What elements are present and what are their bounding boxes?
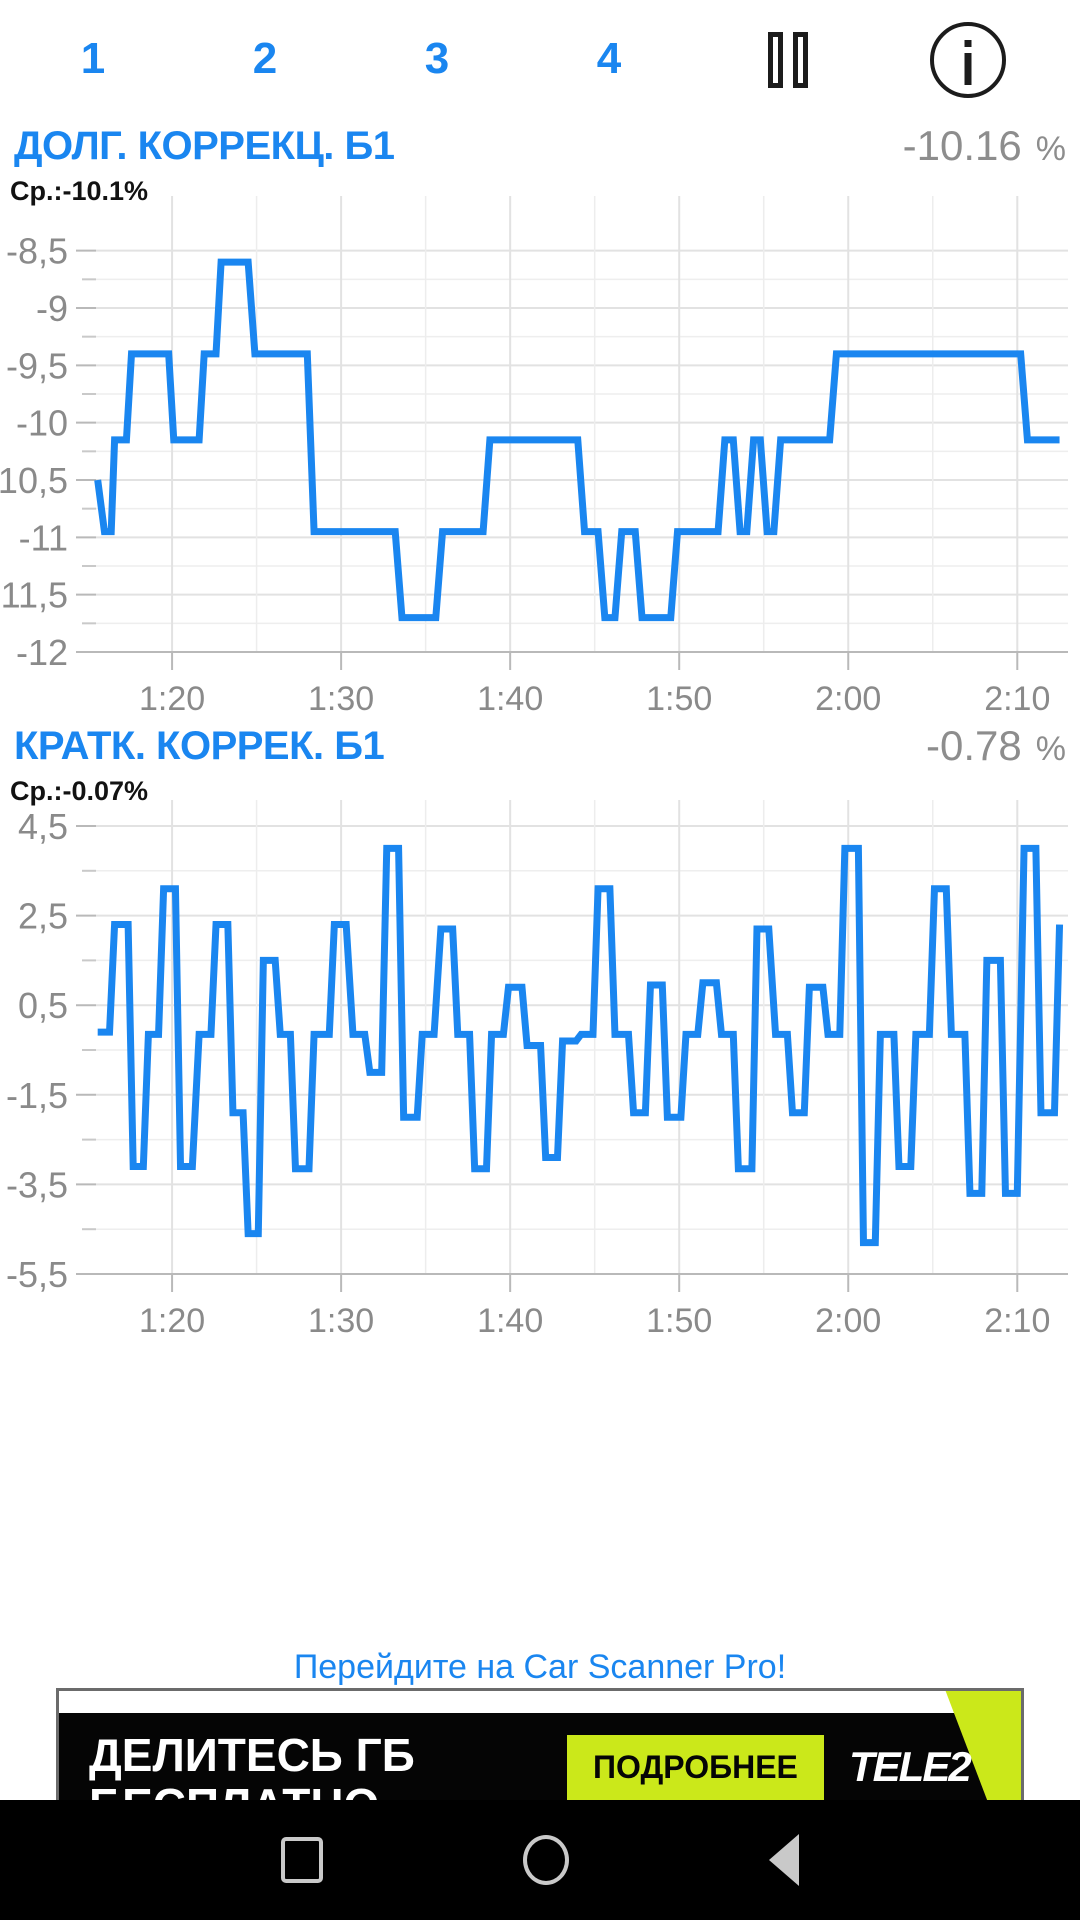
chart-panel-long-term-trim[interactable]: ДОЛГ. КОРРЕКЦ. Б1 -10.16 % -8,5 -9 -9,5 -10… <box>0 118 1080 714</box>
x-axis-tick-label: 1:30 <box>308 680 374 714</box>
ad-brand-logo: TELE2 <box>849 1743 972 1790</box>
value-unit: % <box>1035 130 1066 168</box>
x-axis-tick-label: 2:10 <box>984 680 1050 714</box>
x-axis-tick-label: 2:10 <box>984 1302 1050 1334</box>
x-axis-tick-label: 1:20 <box>139 1302 205 1334</box>
average-label: Ср.:-0.07% <box>10 776 149 806</box>
pause-bar-left <box>768 32 783 88</box>
android-navigation-bar <box>0 1800 1080 1920</box>
page-tab-2[interactable]: 2 <box>252 34 278 83</box>
circle-home-icon[interactable] <box>523 1835 569 1885</box>
chart-svg: 4,5 2,5 0,5 -1,5 -3,5 -5,5 1:20 1:30 1:40 1:50 2:0… <box>6 800 1068 1334</box>
data-series-line <box>94 258 1060 622</box>
info-circle-outline <box>930 22 1006 98</box>
chart-svg: -8,5 -9 -9,5 -10 -10,5 -11 -11,5 -12 1:20 1:30 1:4… <box>0 196 1068 714</box>
top-toolbar: 1 2 3 4 <box>0 0 1080 118</box>
y-axis-tick-label: -10,5 <box>0 460 68 501</box>
y-axis-tick-label: -11,5 <box>0 575 68 616</box>
y-axis-tick-label: -8,5 <box>6 231 68 272</box>
panel-value-group: -0.78 % <box>926 722 1066 770</box>
x-axis-tick-label: 1:20 <box>139 680 205 714</box>
current-value: -0.78 <box>926 722 1022 769</box>
page-title: КРАТК. КОРРЕК. Б1 <box>14 723 385 768</box>
chart-panel-short-term-trim[interactable]: КРАТК. КОРРЕК. Б1 -0.78 % 4,5 2,5 0,5 -1,5 -… <box>0 718 1080 1334</box>
y-axis-tick-label: -9,5 <box>6 345 68 386</box>
page-tab-3[interactable]: 3 <box>424 34 450 83</box>
y-axis-tick-label: 0,5 <box>18 985 68 1026</box>
x-axis-tick-label: 2:00 <box>815 680 881 714</box>
info-dot <box>964 40 972 47</box>
info-stem <box>964 53 972 85</box>
x-axis-tick-label: 1:40 <box>477 680 543 714</box>
panel-header: КРАТК. КОРРЕК. Б1 -0.78 % <box>0 718 1080 774</box>
value-unit: % <box>1035 730 1066 768</box>
y-axis-tick-label: -1,5 <box>6 1075 68 1116</box>
x-axis-tick-label: 1:50 <box>646 680 712 714</box>
info-icon[interactable] <box>930 22 1006 98</box>
y-axis-tick-label: -11 <box>19 517 68 558</box>
x-axis-tick-label: 2:00 <box>815 1302 881 1334</box>
pause-icon[interactable] <box>755 28 821 92</box>
current-value: -10.16 <box>902 122 1022 169</box>
y-axis-tick-label: -9 <box>36 288 68 329</box>
x-axis-tick-label: 1:30 <box>308 1302 374 1334</box>
page-title: ДОЛГ. КОРРЕКЦ. Б1 <box>14 123 395 168</box>
upgrade-pro-link[interactable]: Перейдите на Car Scanner Pro! <box>293 1648 787 1686</box>
y-axis-tick-label: 2,5 <box>18 896 68 937</box>
page-tab-1[interactable]: 1 <box>80 34 106 83</box>
panel-header: ДОЛГ. КОРРЕКЦ. Б1 -10.16 % <box>0 118 1080 174</box>
y-axis-tick-label: -12 <box>16 632 68 673</box>
triangle-back-icon[interactable] <box>769 1834 799 1886</box>
y-axis-tick-label: 4,5 <box>18 806 68 847</box>
ad-headline-line-1: ДЕЛИТЕСЬ ГБ <box>89 1729 415 1781</box>
y-axis-tick-label: -10 <box>16 403 68 444</box>
pause-bar-right <box>793 32 808 88</box>
chart-plot-area[interactable]: 4,5 2,5 0,5 -1,5 -3,5 -5,5 1:20 1:30 1:40 1:50 2:0… <box>0 774 1080 1334</box>
y-axis-tick-label: -5,5 <box>6 1254 68 1295</box>
chart-plot-area[interactable]: -8,5 -9 -9,5 -10 -10,5 -11 -11,5 -12 1:20 1:30 1:4… <box>0 174 1080 714</box>
x-axis-tick-label: 1:40 <box>477 1302 543 1334</box>
page-tab-4[interactable]: 4 <box>596 34 622 83</box>
square-recents-icon[interactable] <box>281 1837 323 1883</box>
average-label: Ср.:-10.1% <box>10 176 149 206</box>
y-axis-tick-label: -3,5 <box>6 1164 68 1205</box>
x-axis-tick-label: 1:50 <box>646 1302 712 1334</box>
panel-value-group: -10.16 % <box>903 122 1066 170</box>
ad-cta-button[interactable]: ПОДРОБНЕЕ <box>567 1735 824 1800</box>
data-series-line <box>97 844 1064 1247</box>
ad-white-wedge <box>59 1691 1021 1713</box>
